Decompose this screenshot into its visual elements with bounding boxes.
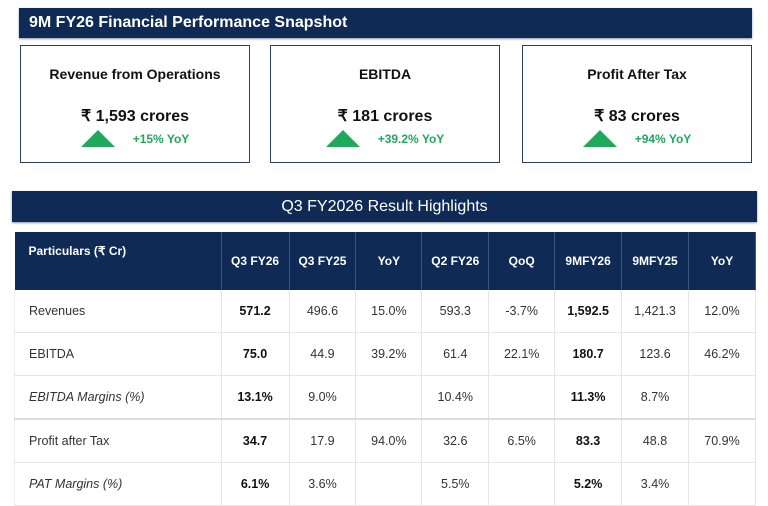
- card-label: Revenue from Operations: [49, 66, 221, 82]
- table-cell: 13.1%: [221, 375, 290, 420]
- table-cell: 123.6: [621, 332, 689, 376]
- table-cell: 6.1%: [221, 462, 290, 506]
- snapshot-title: 9M FY26 Financial Performance Snapshot: [19, 8, 752, 38]
- table-cell: 10.4%: [421, 375, 490, 420]
- table-cell: 1,592.5: [554, 290, 623, 333]
- table-cell: 593.3: [421, 290, 490, 333]
- column-header: 9MFY26: [554, 232, 623, 290]
- table-cell: 5.5%: [421, 462, 490, 506]
- card-label: EBITDA: [358, 66, 412, 82]
- card-value: ₹ 83 crores: [594, 108, 680, 125]
- table-cell: 11.3%: [554, 375, 623, 420]
- table-cell: 39.2%: [355, 332, 423, 376]
- table-cell: 70.9%: [688, 418, 756, 463]
- row-label: Revenues: [14, 290, 222, 333]
- table-cell: 48.8: [621, 418, 689, 463]
- up-triangle-icon: [325, 130, 360, 147]
- highlights-table: Particulars (₹ Cr) Q3 FY26 Q3 FY25 YoY Q2 FY…: [14, 232, 756, 506]
- table-header-row: Particulars (₹ Cr) Q3 FY26 Q3 FY25 YoY Q2 FY…: [14, 232, 756, 290]
- row-label: Profit after Tax: [14, 418, 222, 463]
- card-value: ₹ 181 crores: [337, 108, 433, 125]
- table-cell: 83.3: [554, 418, 623, 463]
- column-header: Q3 FY25: [289, 232, 357, 290]
- column-header: QoQ: [488, 232, 556, 290]
- table-cell: 75.0: [221, 332, 290, 376]
- card-value: ₹ 1,593 crores: [80, 108, 190, 125]
- card-change: +15% YoY: [132, 131, 190, 146]
- card-change: +39.2% YoY: [377, 131, 445, 146]
- table-cell: [688, 462, 756, 506]
- table-cell: 46.2%: [688, 332, 756, 376]
- table-cell: 3.4%: [621, 462, 689, 506]
- table-cell: 9.0%: [289, 375, 357, 420]
- table-cell: [688, 375, 756, 420]
- row-label: PAT Margins (%): [14, 462, 222, 506]
- up-triangle-icon: [582, 130, 617, 147]
- table-cell: 8.7%: [621, 375, 689, 420]
- table-cell: [355, 375, 423, 420]
- table-cell: 3.6%: [289, 462, 357, 506]
- table-cell: 32.6: [421, 418, 490, 463]
- table-cell: [488, 375, 556, 420]
- card-label: Profit After Tax: [587, 66, 687, 82]
- table-row: Profit after Tax 34.7 17.9 94.0% 32.6 6.5% 83.…: [14, 418, 756, 463]
- table-row: PAT Margins (%) 6.1% 3.6% 5.5% 5.2% 3.4%: [14, 462, 756, 506]
- highlights-title: Q3 FY2026 Result Highlights: [12, 191, 757, 222]
- card-change: +94% YoY: [634, 131, 692, 146]
- table-cell: [355, 462, 423, 506]
- row-label: EBITDA: [14, 332, 222, 376]
- table-cell: 1,421.3: [621, 290, 689, 333]
- table-cell: [488, 462, 556, 506]
- column-header: YoY: [688, 232, 756, 290]
- up-triangle-icon: [80, 130, 115, 147]
- column-header: Q2 FY26: [421, 232, 490, 290]
- column-header: Q3 FY26: [221, 232, 290, 290]
- table-cell: 94.0%: [355, 418, 423, 463]
- column-header: Particulars (₹ Cr): [14, 232, 222, 290]
- table-cell: 61.4: [421, 332, 490, 376]
- column-header: YoY: [355, 232, 423, 290]
- table-cell: -3.7%: [488, 290, 556, 333]
- row-label: EBITDA Margins (%): [14, 375, 222, 420]
- table-cell: 22.1%: [488, 332, 556, 376]
- table-cell: 5.2%: [554, 462, 623, 506]
- table-cell: 44.9: [289, 332, 357, 376]
- column-header: 9MFY25: [621, 232, 689, 290]
- table-row: Revenues 571.2 496.6 15.0% 593.3 -3.7% 1,592.5…: [14, 290, 756, 333]
- table-cell: 12.0%: [688, 290, 756, 333]
- table-cell: 496.6: [289, 290, 357, 333]
- table-row: EBITDA Margins (%) 13.1% 9.0% 10.4% 11.3% 8.7…: [14, 375, 756, 420]
- table-cell: 180.7: [554, 332, 623, 376]
- table-cell: 15.0%: [355, 290, 423, 333]
- revenue-card: Revenue from Operations ₹ 1,593 crores +…: [20, 45, 250, 163]
- table-row: EBITDA 75.0 44.9 39.2% 61.4 22.1% 180.7 123.6 46…: [14, 332, 756, 376]
- ebitda-card: EBITDA ₹ 181 crores +39.2% YoY: [270, 45, 500, 163]
- pat-card: Profit After Tax ₹ 83 crores +94% YoY: [522, 45, 752, 163]
- table-cell: 34.7: [221, 418, 290, 463]
- table-cell: 571.2: [221, 290, 290, 333]
- table-cell: 6.5%: [488, 418, 556, 463]
- table-cell: 17.9: [289, 418, 357, 463]
